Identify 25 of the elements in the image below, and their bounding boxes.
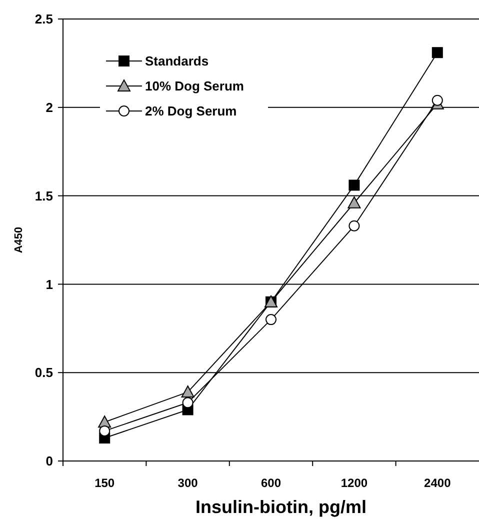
x-tick-label: 2400: [424, 476, 452, 490]
point: [348, 196, 361, 208]
point: [348, 180, 360, 191]
x-tick-label: 150: [94, 476, 115, 490]
legend-label: 10% Dog Serum: [145, 78, 244, 94]
point: [348, 220, 360, 232]
y-tick-label: 1.5: [34, 188, 53, 204]
point: [432, 94, 443, 106]
y-axis-title: A450: [13, 226, 25, 254]
y-tick-label: 2: [46, 100, 53, 115]
point: [181, 386, 194, 398]
x-tick-label: 600: [260, 476, 282, 490]
point: [182, 397, 194, 408]
x-tick-label: 1200: [340, 476, 368, 490]
y-tick-label: 0: [46, 454, 53, 469]
point: [432, 47, 443, 58]
x-tick-label: 300: [178, 476, 198, 490]
point: [99, 425, 110, 436]
legend-label: 2% Dog Serum: [145, 104, 237, 119]
point: [266, 314, 276, 326]
legend-label: Standards: [145, 54, 209, 69]
y-tick-label: 1: [46, 276, 53, 292]
y-tick-label: 0.5: [34, 365, 53, 380]
y-tick-label: 2.5: [34, 12, 53, 27]
x-axis-title: Insulin-biotin, pg/ml: [196, 497, 366, 517]
